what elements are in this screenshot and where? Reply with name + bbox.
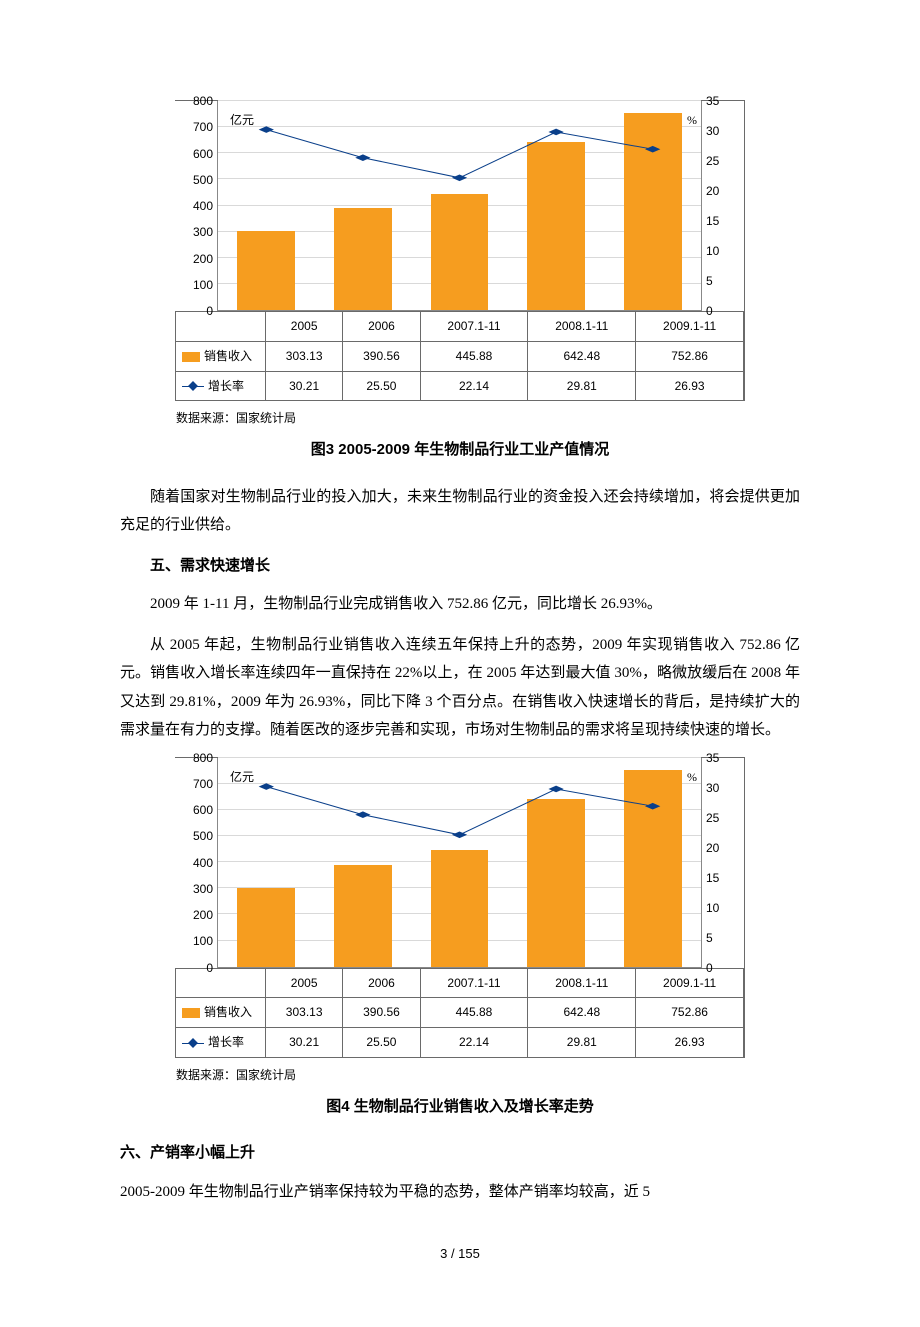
- y-axis-right: 05101520253035: [702, 758, 744, 968]
- paragraph-1: 随着国家对生物制品行业的投入加大，未来生物制品行业的资金投入还会持续增加，将会提…: [120, 483, 800, 540]
- bar-series-label: 销售收入: [204, 1005, 252, 1019]
- chart-frame: 0100200300400500600700800 亿元 % 051015202…: [175, 100, 745, 401]
- table-row-categories: 200520062007.1-112008.1-112009.1-11: [176, 968, 744, 998]
- heading-5: 五、需求快速增长: [120, 552, 800, 581]
- page-number: 3 / 155: [120, 1242, 800, 1267]
- line-series-label: 增长率: [208, 1035, 244, 1049]
- chart-figure-4: 0100200300400500600700800 亿元 % 051015202…: [175, 757, 745, 1058]
- paragraph-4: 2005-2009 年生物制品行业产销率保持较为平稳的态势，整体产销率均较高，近…: [120, 1178, 800, 1207]
- plot-region: 亿元 %: [217, 101, 702, 311]
- table-row-categories: 200520062007.1-112008.1-112009.1-11: [176, 312, 744, 342]
- plot-region: 亿元 %: [217, 758, 702, 968]
- line-legend-swatch: [182, 1038, 204, 1048]
- paragraph-2: 2009 年 1-11 月，生物制品行业完成销售收入 752.86 亿元，同比增…: [120, 590, 800, 619]
- table-row-line: 增长率 30.2125.5022.1429.8126.93: [176, 371, 744, 401]
- y-axis-right: 05101520253035: [702, 101, 744, 311]
- line-series: [218, 758, 701, 967]
- chart-data-table: 200520062007.1-112008.1-112009.1-11 销售收入…: [175, 311, 744, 401]
- chart-plot-area: 0100200300400500600700800 亿元 % 051015202…: [175, 758, 744, 968]
- chart1-caption: 图3 2005-2009 年生物制品行业工业产值情况: [120, 436, 800, 465]
- bar-legend-swatch: [182, 352, 200, 362]
- chart-data-table: 200520062007.1-112008.1-112009.1-11 销售收入…: [175, 968, 744, 1058]
- y-axis-left: 0100200300400500600700800: [175, 758, 217, 968]
- table-row-line: 增长率 30.2125.5022.1429.8126.93: [176, 1028, 744, 1058]
- heading-6: 六、产销率小幅上升: [120, 1139, 800, 1168]
- bar-series-label: 销售收入: [204, 349, 252, 363]
- bar-legend-swatch: [182, 1008, 200, 1018]
- chart1-source: 数据来源：国家统计局: [176, 407, 800, 430]
- line-legend-swatch: [182, 381, 204, 391]
- chart2-caption: 图4 生物制品行业销售收入及增长率走势: [120, 1093, 800, 1122]
- chart2-source: 数据来源：国家统计局: [176, 1064, 800, 1087]
- paragraph-3: 从 2005 年起，生物制品行业销售收入连续五年保持上升的态势，2009 年实现…: [120, 631, 800, 745]
- line-series-label: 增长率: [208, 379, 244, 393]
- line-series: [218, 101, 701, 310]
- chart-figure-3: 0100200300400500600700800 亿元 % 051015202…: [175, 100, 745, 401]
- chart-frame: 0100200300400500600700800 亿元 % 051015202…: [175, 757, 745, 1058]
- table-row-bars: 销售收入 303.13390.56445.88642.48752.86: [176, 341, 744, 371]
- table-row-bars: 销售收入 303.13390.56445.88642.48752.86: [176, 998, 744, 1028]
- chart-plot-area: 0100200300400500600700800 亿元 % 051015202…: [175, 101, 744, 311]
- y-axis-left: 0100200300400500600700800: [175, 101, 217, 311]
